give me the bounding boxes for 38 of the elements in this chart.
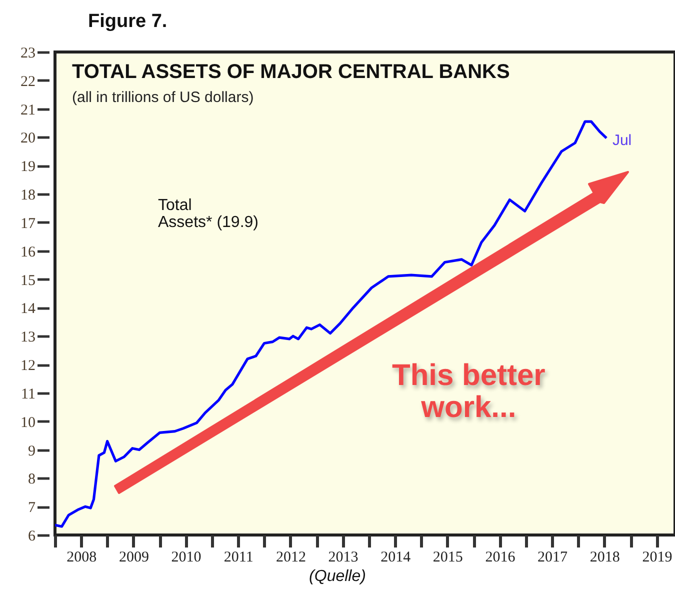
- x-tick-label: 2013: [328, 550, 358, 566]
- y-tick-label: 23: [20, 46, 36, 62]
- annotation: This better work...: [392, 359, 546, 424]
- x-tick-label: 2010: [171, 550, 202, 566]
- y-tick-label: 11: [21, 386, 36, 402]
- x-tick-label: 2016: [485, 550, 516, 566]
- y-tick-label: 14: [20, 301, 36, 318]
- line-series: [55, 120, 608, 528]
- x-tick-label: 2019: [642, 550, 672, 566]
- y-tick-label: 21: [20, 102, 36, 118]
- caption: Figure 7.: [88, 11, 168, 32]
- y-tick-label: 13: [20, 330, 36, 346]
- y-tick-label: 20: [20, 130, 36, 147]
- text: (all in trillions of US dollars): [72, 89, 254, 106]
- x-tick-label: 2011: [224, 550, 254, 566]
- y-tick-label: 6: [28, 528, 36, 544]
- x-tick-label: 2014: [380, 550, 412, 566]
- annotation: Total Assets* (19.9): [158, 197, 258, 232]
- x-tick-label: 2015: [432, 550, 463, 566]
- chart-title: TOTAL ASSETS OF MAJOR CENTRAL BANKS: [72, 61, 510, 83]
- y-tick-label: 15: [20, 272, 36, 289]
- text: (Quelle): [308, 568, 367, 586]
- x-tick-label: 2018: [590, 550, 620, 566]
- y-tick-label: 9: [28, 443, 36, 460]
- y-tick-label: 7: [28, 500, 36, 516]
- y-tick-label: 22: [20, 74, 36, 90]
- y-tick-label: 17: [20, 216, 36, 232]
- x-tick-label: 2008: [66, 550, 97, 566]
- y-tick-label: 19: [20, 159, 36, 176]
- y-tick-label: 16: [20, 244, 36, 260]
- x-tick-label: 2017: [538, 550, 568, 566]
- x-tick-label: 2009: [118, 550, 149, 566]
- y-tick-label: 10: [20, 414, 36, 431]
- y-tick-label: 8: [28, 472, 36, 488]
- annotation: Jul: [612, 132, 632, 150]
- y-tick-label: 18: [20, 188, 36, 204]
- y-tick-label: 12: [20, 358, 36, 374]
- x-tick-label: 2012: [276, 550, 306, 566]
